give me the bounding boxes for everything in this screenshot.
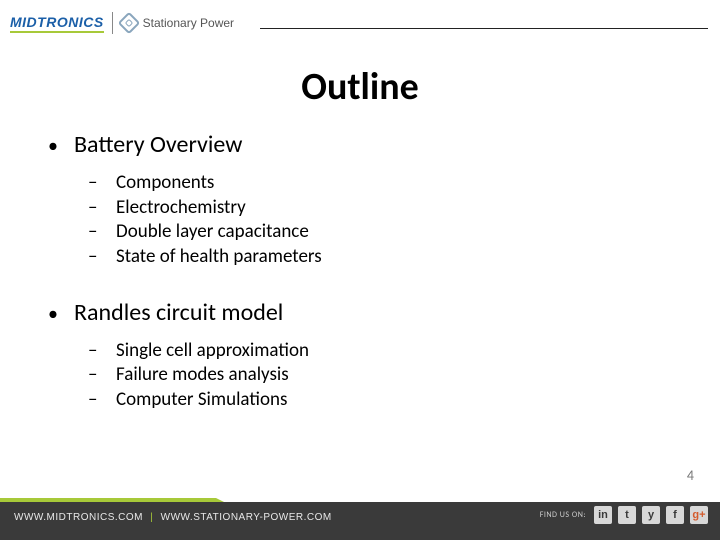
footer-url-2: WWW.STATIONARY-POWER.COM	[161, 512, 332, 523]
logo-group: MIDTRONICS Stationary Power	[10, 12, 234, 34]
list-item: –State of health parameters	[88, 245, 672, 270]
dash-icon: –	[88, 171, 116, 196]
slide: MIDTRONICS Stationary Power Outline • Ba…	[0, 0, 720, 540]
logo-secondary: Stationary Power	[143, 16, 234, 30]
footer-urls: WWW.MIDTRONICS.COM | WWW.STATIONARY-POWE…	[14, 512, 332, 523]
list-item: –Double layer capacitance	[88, 220, 672, 245]
subitem-text: Components	[116, 171, 214, 196]
bullet-icon: •	[48, 302, 74, 326]
subitem-text: Double layer capacitance	[116, 220, 309, 245]
list-item: –Components	[88, 171, 672, 196]
googleplus-icon: g+	[690, 506, 708, 524]
subitem-text: State of health parameters	[116, 245, 322, 270]
page-number: 4	[687, 467, 694, 484]
footer-url-1: WWW.MIDTRONICS.COM	[14, 512, 143, 523]
outline-list: • Battery Overview –Components –Electroc…	[48, 130, 672, 413]
list-item: –Failure modes analysis	[88, 363, 672, 388]
dash-icon: –	[88, 196, 116, 221]
section-heading: Battery Overview	[74, 130, 242, 159]
section-heading: Randles circuit model	[74, 298, 283, 327]
footer-social-group: FIND US ON: in t y f g+	[540, 506, 708, 524]
slide-header: MIDTRONICS Stationary Power	[0, 0, 720, 46]
outline-section: • Randles circuit model –Single cell app…	[48, 298, 672, 413]
list-item: –Electrochemistry	[88, 196, 672, 221]
stationary-power-icon	[117, 12, 140, 35]
subitem-text: Computer Simulations	[116, 388, 287, 413]
logo-primary: MIDTRONICS	[10, 14, 104, 33]
header-divider	[260, 28, 708, 29]
bullet-icon: •	[48, 134, 74, 158]
subitem-text: Electrochemistry	[116, 196, 246, 221]
outline-section: • Battery Overview –Components –Electroc…	[48, 130, 672, 270]
youtube-icon: y	[642, 506, 660, 524]
slide-title: Outline	[0, 64, 720, 110]
logo-separator	[112, 12, 113, 34]
find-us-label: FIND US ON:	[540, 510, 586, 520]
dash-icon: –	[88, 363, 116, 388]
list-item: –Single cell approximation	[88, 339, 672, 364]
subitem-list: –Components –Electrochemistry –Double la…	[88, 171, 672, 270]
subitem-list: –Single cell approximation –Failure mode…	[88, 339, 672, 413]
linkedin-icon: in	[594, 506, 612, 524]
dash-icon: –	[88, 388, 116, 413]
facebook-icon: f	[666, 506, 684, 524]
subitem-text: Failure modes analysis	[116, 363, 289, 388]
url-separator: |	[146, 512, 157, 523]
dash-icon: –	[88, 220, 116, 245]
list-item: –Computer Simulations	[88, 388, 672, 413]
dash-icon: –	[88, 339, 116, 364]
social-icons: in t y f g+	[594, 506, 708, 524]
slide-footer: WWW.MIDTRONICS.COM | WWW.STATIONARY-POWE…	[0, 502, 720, 540]
slide-content: • Battery Overview –Components –Electroc…	[48, 130, 672, 441]
subitem-text: Single cell approximation	[116, 339, 309, 364]
twitter-icon: t	[618, 506, 636, 524]
dash-icon: –	[88, 245, 116, 270]
